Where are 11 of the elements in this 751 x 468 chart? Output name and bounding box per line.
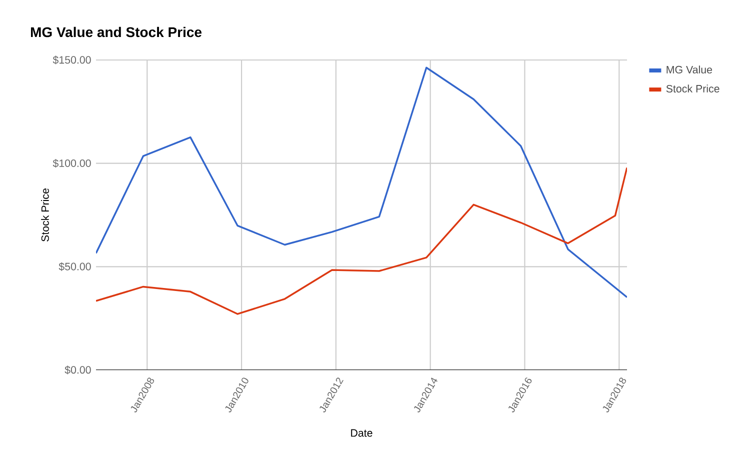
x-axis-title: Date [351, 429, 372, 437]
y-tick-label: $0.00 [64, 366, 91, 374]
y-tick-label: $50.00 [58, 262, 91, 271]
line-series [96, 166, 627, 315]
y-tick-label: $150.00 [52, 56, 91, 64]
y-axis-title: Stock Price [41, 188, 49, 242]
legend-label: Stock Price [666, 84, 720, 92]
line-series [96, 66, 627, 298]
y-tick-label: $100.00 [52, 159, 91, 168]
chart-title: MG Value and Stock Price [30, 26, 202, 38]
legend-label: MG Value [666, 66, 712, 74]
